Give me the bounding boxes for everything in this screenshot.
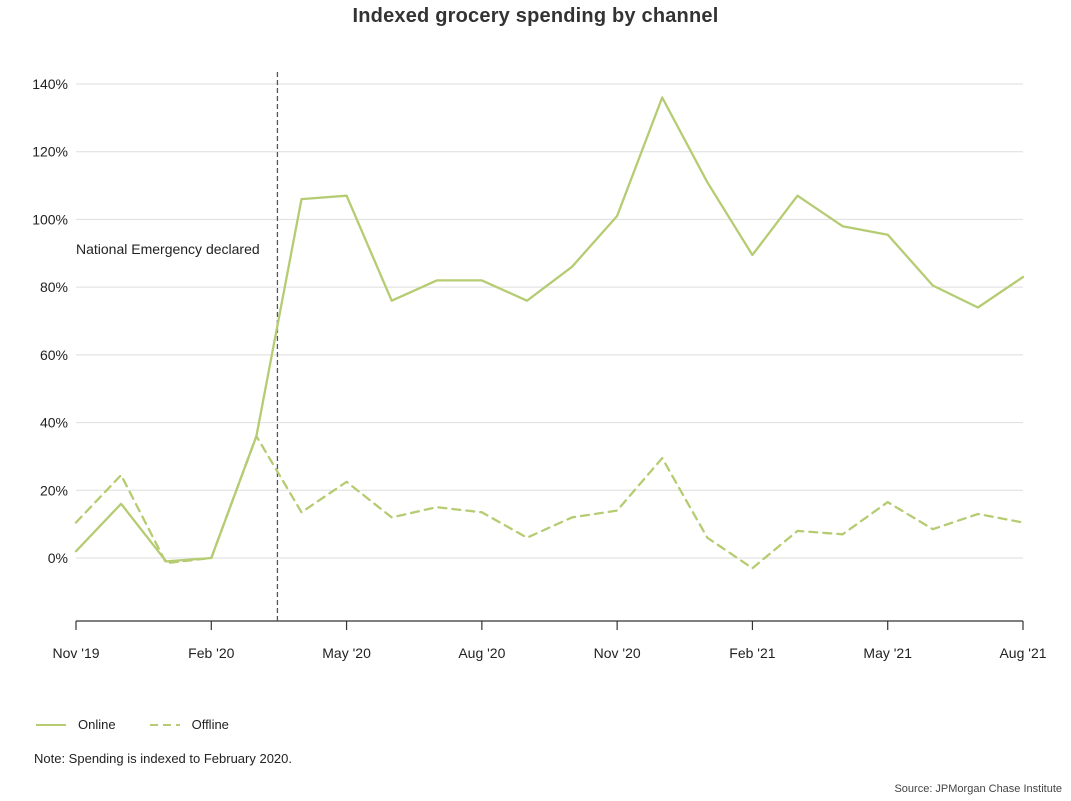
legend-item-online: Online xyxy=(36,717,116,732)
series-layer xyxy=(74,96,1025,570)
y-tick-label: 80% xyxy=(40,279,68,295)
y-tick-label: 100% xyxy=(32,211,68,227)
y-tick-label: 0% xyxy=(48,550,68,566)
x-tick-label: Nov '19 xyxy=(52,645,99,661)
x-tick-label: May '21 xyxy=(863,645,912,661)
x-tick-label: Nov '20 xyxy=(594,645,641,661)
x-tick-label: May '20 xyxy=(322,645,371,661)
legend-item-offline: Offline xyxy=(149,717,229,732)
series-line-online xyxy=(74,96,1025,563)
annotation-layer: National Emergency declared xyxy=(76,72,279,621)
x-tick-label: Feb '21 xyxy=(729,645,775,661)
legend-label-online: Online xyxy=(78,717,116,732)
x-axis xyxy=(75,620,1024,630)
y-tick-label: 120% xyxy=(32,144,68,160)
legend-swatch-offline xyxy=(149,723,180,726)
legend: Online Offline xyxy=(36,717,263,732)
chart-source: Source: JPMorgan Chase Institute xyxy=(894,783,1062,795)
grid-lines xyxy=(76,83,1023,559)
legend-swatch-online xyxy=(36,723,66,726)
series-line-offline xyxy=(74,434,1025,570)
y-tick-label: 140% xyxy=(32,76,68,92)
y-axis-labels: 0% 20% 40% 60% 80% 100% 120% 140% xyxy=(32,76,68,566)
chart-title: Indexed grocery spending by channel xyxy=(352,5,719,27)
y-tick-label: 60% xyxy=(40,347,68,363)
legend-label-offline: Offline xyxy=(191,717,229,732)
national-emergency-label: National Emergency declared xyxy=(76,241,260,257)
x-tick-label: Aug '21 xyxy=(999,645,1046,661)
y-tick-label: 40% xyxy=(40,415,68,431)
chart-note: Note: Spending is indexed to February 20… xyxy=(34,751,293,766)
y-tick-label: 20% xyxy=(40,482,68,498)
x-axis-labels: Nov '19 Feb '20 May '20 Aug '20 Nov '20 Feb '… xyxy=(52,645,1046,661)
x-tick-label: Feb '20 xyxy=(188,645,234,661)
x-tick-label: Aug '20 xyxy=(458,645,505,661)
